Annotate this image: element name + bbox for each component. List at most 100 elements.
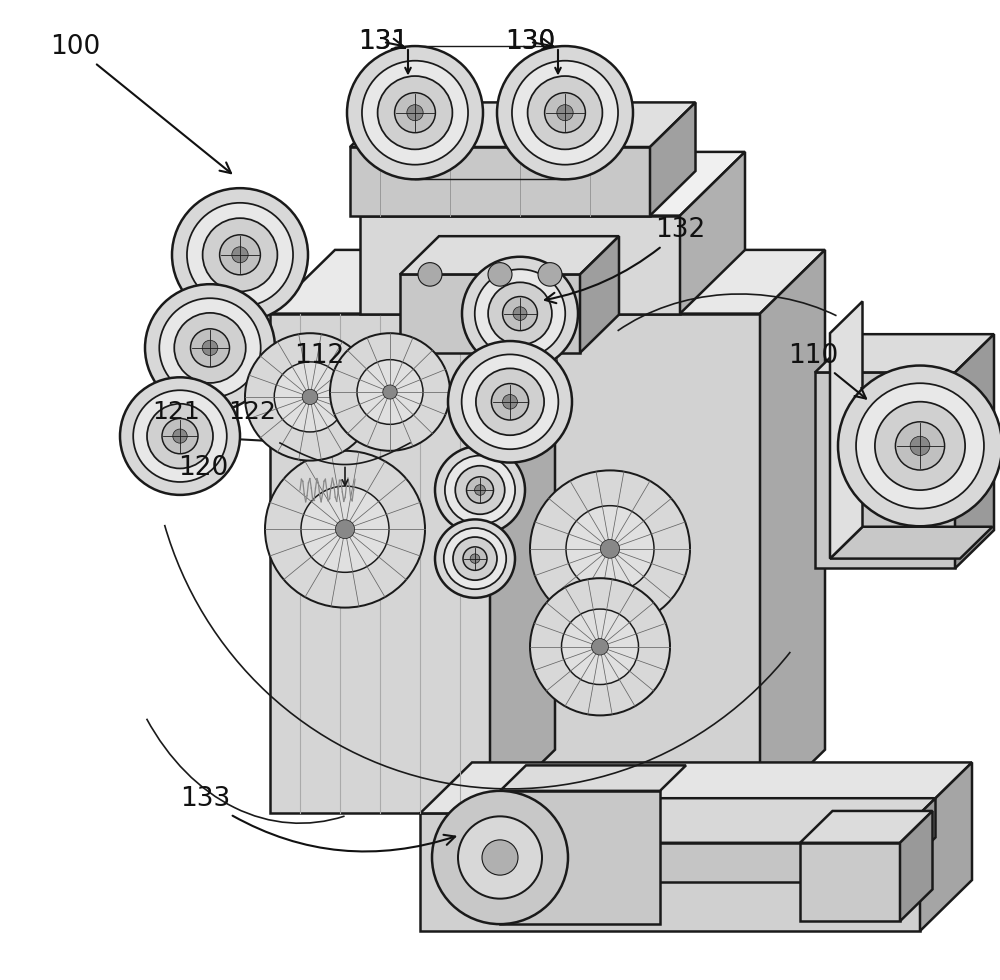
Polygon shape — [830, 527, 992, 559]
Text: 132: 132 — [545, 218, 705, 303]
Circle shape — [476, 368, 544, 435]
Circle shape — [475, 485, 485, 495]
Circle shape — [187, 203, 293, 307]
Text: 121: 121 — [152, 401, 200, 424]
Circle shape — [274, 362, 346, 432]
Circle shape — [418, 263, 442, 286]
Circle shape — [302, 389, 318, 405]
Circle shape — [455, 466, 505, 514]
Circle shape — [475, 270, 565, 358]
Polygon shape — [490, 250, 555, 813]
Polygon shape — [360, 152, 745, 216]
Polygon shape — [400, 236, 619, 274]
Polygon shape — [800, 811, 932, 843]
Bar — [420, 813, 920, 931]
Circle shape — [378, 76, 452, 149]
Circle shape — [562, 609, 639, 684]
Circle shape — [202, 340, 218, 356]
Circle shape — [435, 446, 525, 534]
Circle shape — [566, 506, 654, 592]
Circle shape — [530, 470, 690, 627]
Circle shape — [453, 537, 497, 580]
Circle shape — [462, 355, 558, 449]
Polygon shape — [440, 798, 936, 843]
Circle shape — [330, 333, 450, 451]
Text: 131: 131 — [358, 29, 408, 55]
Circle shape — [592, 639, 608, 655]
Circle shape — [162, 418, 198, 454]
Circle shape — [245, 333, 375, 461]
Polygon shape — [900, 811, 932, 921]
Circle shape — [265, 451, 425, 608]
Text: 130: 130 — [505, 29, 555, 55]
Circle shape — [488, 263, 512, 286]
Polygon shape — [920, 762, 972, 931]
Polygon shape — [540, 250, 825, 314]
Circle shape — [190, 328, 230, 367]
Circle shape — [435, 519, 515, 598]
Text: 133: 133 — [180, 786, 455, 852]
Circle shape — [432, 791, 568, 924]
Polygon shape — [890, 798, 936, 882]
Circle shape — [159, 298, 261, 398]
Circle shape — [512, 61, 618, 165]
Circle shape — [301, 486, 389, 572]
Circle shape — [491, 383, 529, 420]
Circle shape — [347, 46, 483, 179]
Circle shape — [133, 390, 227, 482]
Circle shape — [445, 456, 515, 524]
Polygon shape — [815, 334, 994, 372]
Circle shape — [203, 219, 277, 291]
Bar — [500, 791, 660, 924]
Bar — [270, 314, 490, 813]
Text: 130: 130 — [505, 29, 555, 55]
Polygon shape — [492, 257, 558, 386]
Polygon shape — [680, 152, 745, 314]
Circle shape — [600, 539, 620, 559]
Circle shape — [463, 547, 487, 570]
Circle shape — [383, 385, 397, 399]
Circle shape — [497, 46, 633, 179]
Circle shape — [545, 93, 585, 132]
Circle shape — [407, 105, 423, 121]
Circle shape — [120, 377, 240, 495]
Circle shape — [503, 395, 517, 409]
Circle shape — [147, 404, 213, 468]
Circle shape — [173, 429, 187, 443]
Polygon shape — [760, 250, 825, 813]
Circle shape — [145, 284, 275, 412]
Polygon shape — [580, 236, 619, 353]
Polygon shape — [270, 250, 555, 314]
Circle shape — [232, 247, 248, 263]
Bar — [815, 372, 955, 568]
Circle shape — [395, 93, 435, 132]
Polygon shape — [500, 765, 686, 791]
Circle shape — [466, 476, 494, 504]
Bar — [360, 216, 680, 314]
Circle shape — [482, 840, 518, 875]
Circle shape — [503, 297, 537, 330]
Circle shape — [357, 360, 423, 424]
Bar — [800, 843, 900, 921]
Text: 122: 122 — [228, 401, 276, 424]
Bar — [400, 274, 580, 353]
Circle shape — [220, 235, 260, 274]
Circle shape — [530, 578, 670, 715]
Circle shape — [513, 307, 527, 320]
Circle shape — [462, 257, 578, 370]
Circle shape — [838, 366, 1000, 526]
Bar — [350, 147, 650, 216]
Polygon shape — [830, 302, 862, 559]
Text: 131: 131 — [358, 29, 408, 55]
Circle shape — [335, 519, 355, 539]
Text: 112: 112 — [294, 343, 344, 368]
Bar — [440, 843, 890, 882]
Circle shape — [557, 105, 573, 121]
Polygon shape — [650, 102, 695, 216]
Circle shape — [538, 263, 562, 286]
Circle shape — [488, 282, 552, 345]
Polygon shape — [350, 102, 695, 147]
Polygon shape — [420, 762, 972, 813]
Circle shape — [174, 313, 246, 383]
Circle shape — [910, 436, 930, 456]
